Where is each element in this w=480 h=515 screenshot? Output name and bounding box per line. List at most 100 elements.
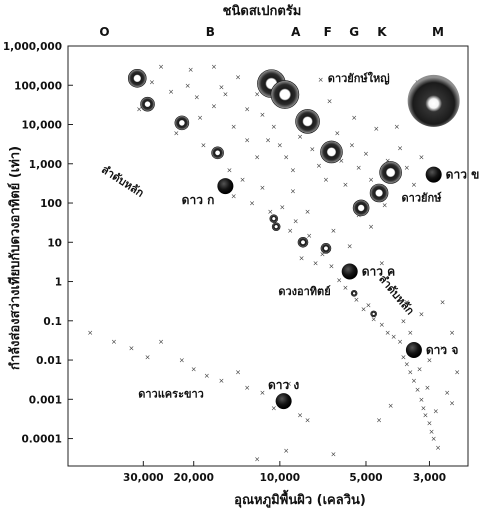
star-point: × xyxy=(286,380,292,388)
star-point: × xyxy=(306,232,312,240)
star-point: × xyxy=(361,305,367,313)
labeled-star-dot xyxy=(341,263,358,280)
plot-border xyxy=(67,45,469,467)
star-point: × xyxy=(353,296,359,304)
star-point: × xyxy=(429,428,435,436)
star-point: × xyxy=(407,368,413,376)
star-point: × xyxy=(342,284,348,292)
star-point: × xyxy=(240,176,246,184)
star-point: × xyxy=(283,447,289,455)
star-point: × xyxy=(197,114,203,122)
star-point: × xyxy=(338,157,344,165)
star-point: × xyxy=(336,276,342,284)
ringed-star xyxy=(269,214,279,223)
star-point: × xyxy=(179,357,185,365)
star-point: × xyxy=(318,76,324,84)
star-point: × xyxy=(204,372,210,380)
ringed-star xyxy=(271,222,281,231)
y-tick-label: 10,000 xyxy=(21,120,62,132)
labeled-star-label: ดาว ค xyxy=(362,265,395,279)
ringed-star xyxy=(127,69,147,88)
star-point: × xyxy=(188,66,194,74)
star-point: × xyxy=(407,329,413,337)
star-point: × xyxy=(219,377,225,385)
background-stars: ××××××××××××××××××××××××××××××××××××××××… xyxy=(87,63,460,464)
star-point: × xyxy=(404,164,410,172)
chart-annotation: ดวงอาทิตย์ xyxy=(278,285,330,298)
ringed-star xyxy=(211,146,224,160)
star-point: × xyxy=(400,353,406,361)
star-point: × xyxy=(334,130,340,138)
star-point: × xyxy=(422,411,428,419)
star-point: × xyxy=(158,338,164,346)
ringed-star xyxy=(369,183,389,203)
giant-star xyxy=(407,74,460,127)
star-point: × xyxy=(271,123,277,131)
star-point: × xyxy=(404,360,410,368)
star-point: × xyxy=(382,201,388,209)
star-point: × xyxy=(420,405,426,413)
star-point: × xyxy=(427,357,433,365)
star-point: × xyxy=(366,302,372,310)
star-point: × xyxy=(411,377,417,385)
star-point: × xyxy=(376,416,382,424)
star-point: × xyxy=(371,316,377,324)
star-point: × xyxy=(431,435,437,443)
star-point: × xyxy=(385,157,391,165)
y-tick-label: 0.01 xyxy=(36,355,62,367)
star-point: × xyxy=(435,444,441,452)
star-point: × xyxy=(349,142,355,150)
star-point: × xyxy=(244,105,250,113)
star-point: × xyxy=(168,88,174,96)
y-tick-label: 0.001 xyxy=(29,394,62,406)
star-point: × xyxy=(231,193,237,201)
x-tick-label: 30,000 xyxy=(123,472,164,484)
star-point: × xyxy=(444,389,450,397)
y-tick-label: 0.1 xyxy=(43,316,62,328)
star-point: × xyxy=(185,82,191,90)
star-point: × xyxy=(397,338,403,346)
star-point: × xyxy=(319,251,325,259)
star-point: × xyxy=(404,299,410,307)
ringed-star xyxy=(352,199,370,217)
ringed-star xyxy=(320,140,343,164)
spectral-class-label: O xyxy=(99,25,109,39)
star-point: × xyxy=(309,145,315,153)
star-point: × xyxy=(297,133,303,141)
star-point: × xyxy=(424,384,430,392)
star-point: × xyxy=(440,345,446,353)
star-point: × xyxy=(211,63,217,71)
star-point: × xyxy=(388,402,394,410)
y-tick-label: 100 xyxy=(40,198,62,210)
star-point: × xyxy=(87,329,93,337)
star-point: × xyxy=(356,164,362,172)
star-point: × xyxy=(194,94,200,102)
star-point: × xyxy=(379,321,385,329)
ringed-star xyxy=(295,109,320,134)
labeled-star-label: ดาว ข xyxy=(446,168,480,182)
labeled-star-dot xyxy=(425,166,442,183)
labeled-star-label: ดาว ก xyxy=(182,193,215,207)
star-point: × xyxy=(327,97,333,105)
star-point: × xyxy=(397,145,403,153)
star-point: × xyxy=(158,63,164,71)
y-tick-label: 1,000 xyxy=(29,159,62,171)
y-tick-label: 100,000 xyxy=(14,80,62,92)
star-point: × xyxy=(449,400,455,408)
star-point: × xyxy=(305,416,311,424)
star-point: × xyxy=(299,254,305,262)
star-point: × xyxy=(391,333,397,341)
star-point: × xyxy=(411,181,417,189)
star-point: × xyxy=(290,188,296,196)
star-point: × xyxy=(293,217,299,225)
star-point: × xyxy=(368,223,374,231)
star-point: × xyxy=(267,208,273,216)
star-point: × xyxy=(265,137,271,145)
star-point: × xyxy=(316,162,322,170)
star-point: × xyxy=(260,184,266,192)
y-axis-title: กำลังส่องสว่างเทียบกับดวงอาทิตย์ (เท่า) xyxy=(7,146,23,370)
star-point: × xyxy=(419,310,425,318)
star-point: × xyxy=(415,386,421,394)
